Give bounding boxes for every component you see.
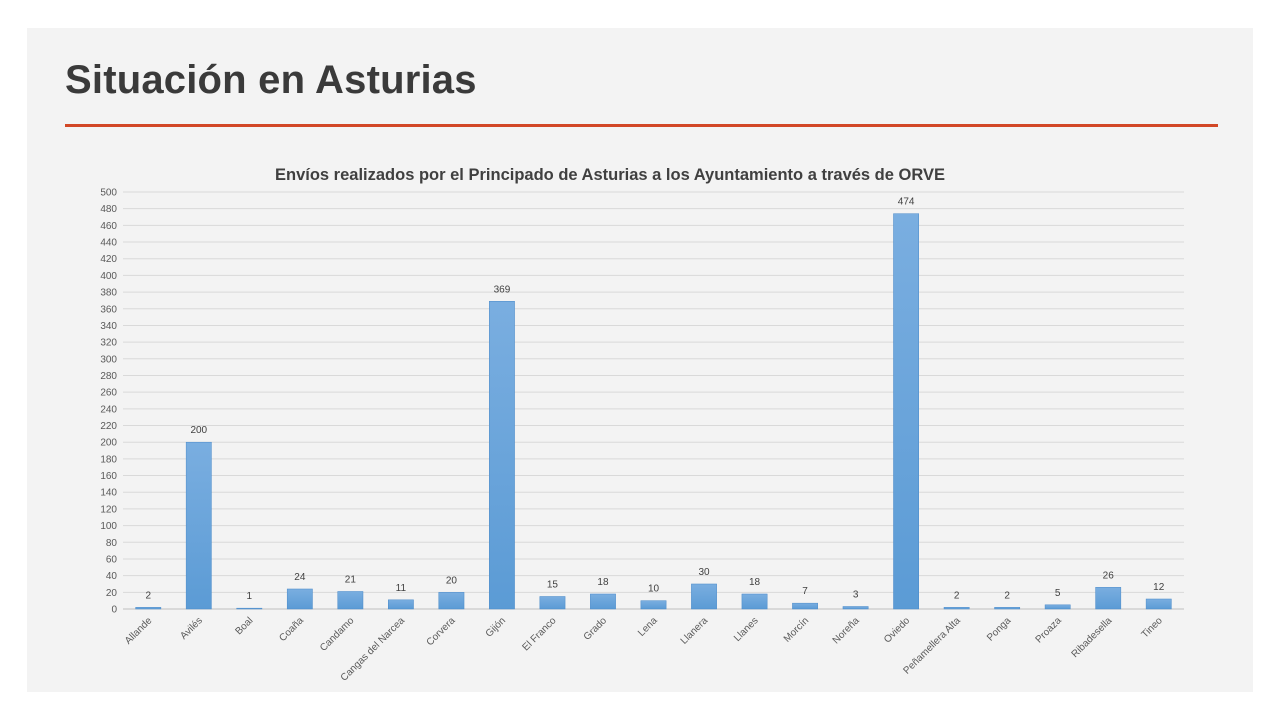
bar [135,607,162,610]
bar [438,592,465,610]
y-tick-label: 400 [100,271,117,282]
y-tick-label: 120 [100,504,117,515]
bar [489,301,515,610]
x-tick-label: Proaza [1034,615,1064,645]
chart-gridlines [123,191,1184,610]
data-label: 20 [446,575,458,586]
bar [539,596,566,610]
y-tick-label: 100 [100,521,117,532]
bar [741,593,768,610]
bar [691,583,717,610]
y-tick-label: 280 [100,371,117,382]
bar [185,441,212,610]
y-tick-label: 480 [100,204,117,215]
bar [994,607,1021,610]
x-tick-label: Lena [636,615,660,639]
x-tick-label: Ribadesella [1070,615,1115,660]
y-tick-label: 360 [100,304,117,315]
y-tick-label: 320 [100,338,117,349]
y-tick-label: 220 [100,421,117,432]
data-label: 30 [698,567,710,578]
y-tick-label: 140 [100,488,117,499]
chart-title: Envíos realizados por el Principado de A… [275,166,945,184]
x-tick-label: Corvera [425,615,458,648]
data-label: 18 [749,577,761,588]
bar [236,607,263,610]
data-label: 1 [247,591,253,602]
x-tick-label: Oviedo [882,615,912,645]
y-tick-label: 160 [100,471,117,482]
x-tick-label: Llanes [732,615,761,644]
x-tick-label: Boal [233,615,255,637]
x-tick-label: Grado [582,615,610,643]
y-tick-label: 380 [100,288,117,299]
x-tick-label: Coaña [277,615,306,644]
data-label: 18 [597,577,609,588]
bar [286,588,313,610]
data-labels: 2 200 1 24 21 11 20 369 15 18 10 30 18 7 3 474 2 2 5 26 12 [145,197,1164,602]
data-label: 26 [1103,570,1115,581]
x-tick-label: Tineo [1140,615,1166,641]
x-tick-label: Llanera [679,615,711,647]
y-tick-label: 80 [106,538,118,549]
data-label: 2 [954,590,960,601]
data-label: 200 [190,425,207,436]
x-tick-label: Candamo [318,615,357,654]
data-label: 12 [1153,582,1165,593]
y-tick-label: 340 [100,321,117,332]
y-tick-label: 240 [100,404,117,415]
y-tick-label: 40 [106,571,118,582]
bar [640,600,667,610]
y-tick-label: 420 [100,254,117,265]
y-tick-label: 300 [100,354,117,365]
title-underline [65,124,1218,127]
bar [388,599,414,610]
y-tick-label: 260 [100,388,117,399]
data-label: 7 [802,586,808,597]
data-label: 21 [345,574,357,585]
bar [590,593,616,610]
page-title: Situación en Asturias [65,58,477,102]
x-tick-label: Ponga [985,615,1014,644]
chart-bars [135,213,1172,610]
y-tick-label: 460 [100,221,117,232]
bar [842,606,869,610]
y-tick-label: 0 [111,605,117,616]
bar [943,607,970,610]
x-tick-label: Allande [123,615,155,647]
bar [893,213,920,610]
data-label: 3 [853,589,859,600]
x-tick-label: Morcín [782,615,811,644]
x-tick-label: Noreña [831,615,862,646]
data-label: 2 [1004,590,1010,601]
data-label: 11 [396,583,407,594]
bar [1095,587,1122,610]
x-tick-label: Gijón [484,615,508,639]
data-label: 15 [547,579,559,590]
data-label: 5 [1055,588,1061,599]
y-tick-label: 200 [100,438,117,449]
slide: Situación en Asturias [27,28,1253,692]
y-tick-label: 20 [106,588,118,599]
x-tick-label: Avilés [178,615,205,642]
y-tick-label: 500 [100,188,117,199]
data-label: 10 [648,584,660,595]
y-tick-label: 440 [100,238,117,249]
bar [1044,604,1071,610]
bar [792,602,818,610]
bar [337,591,364,610]
data-label: 369 [494,284,511,295]
x-tick-label: El Franco [521,615,559,653]
y-tick-label: 180 [100,454,117,465]
bar [1145,598,1172,610]
y-axis-ticks: 0 20 40 60 80 100 120 140 160 180 200 220 240 260 280 3… [100,188,117,616]
data-label: 474 [898,197,915,208]
data-label: 24 [294,572,306,583]
data-label: 2 [145,590,151,601]
y-tick-label: 60 [106,554,118,565]
